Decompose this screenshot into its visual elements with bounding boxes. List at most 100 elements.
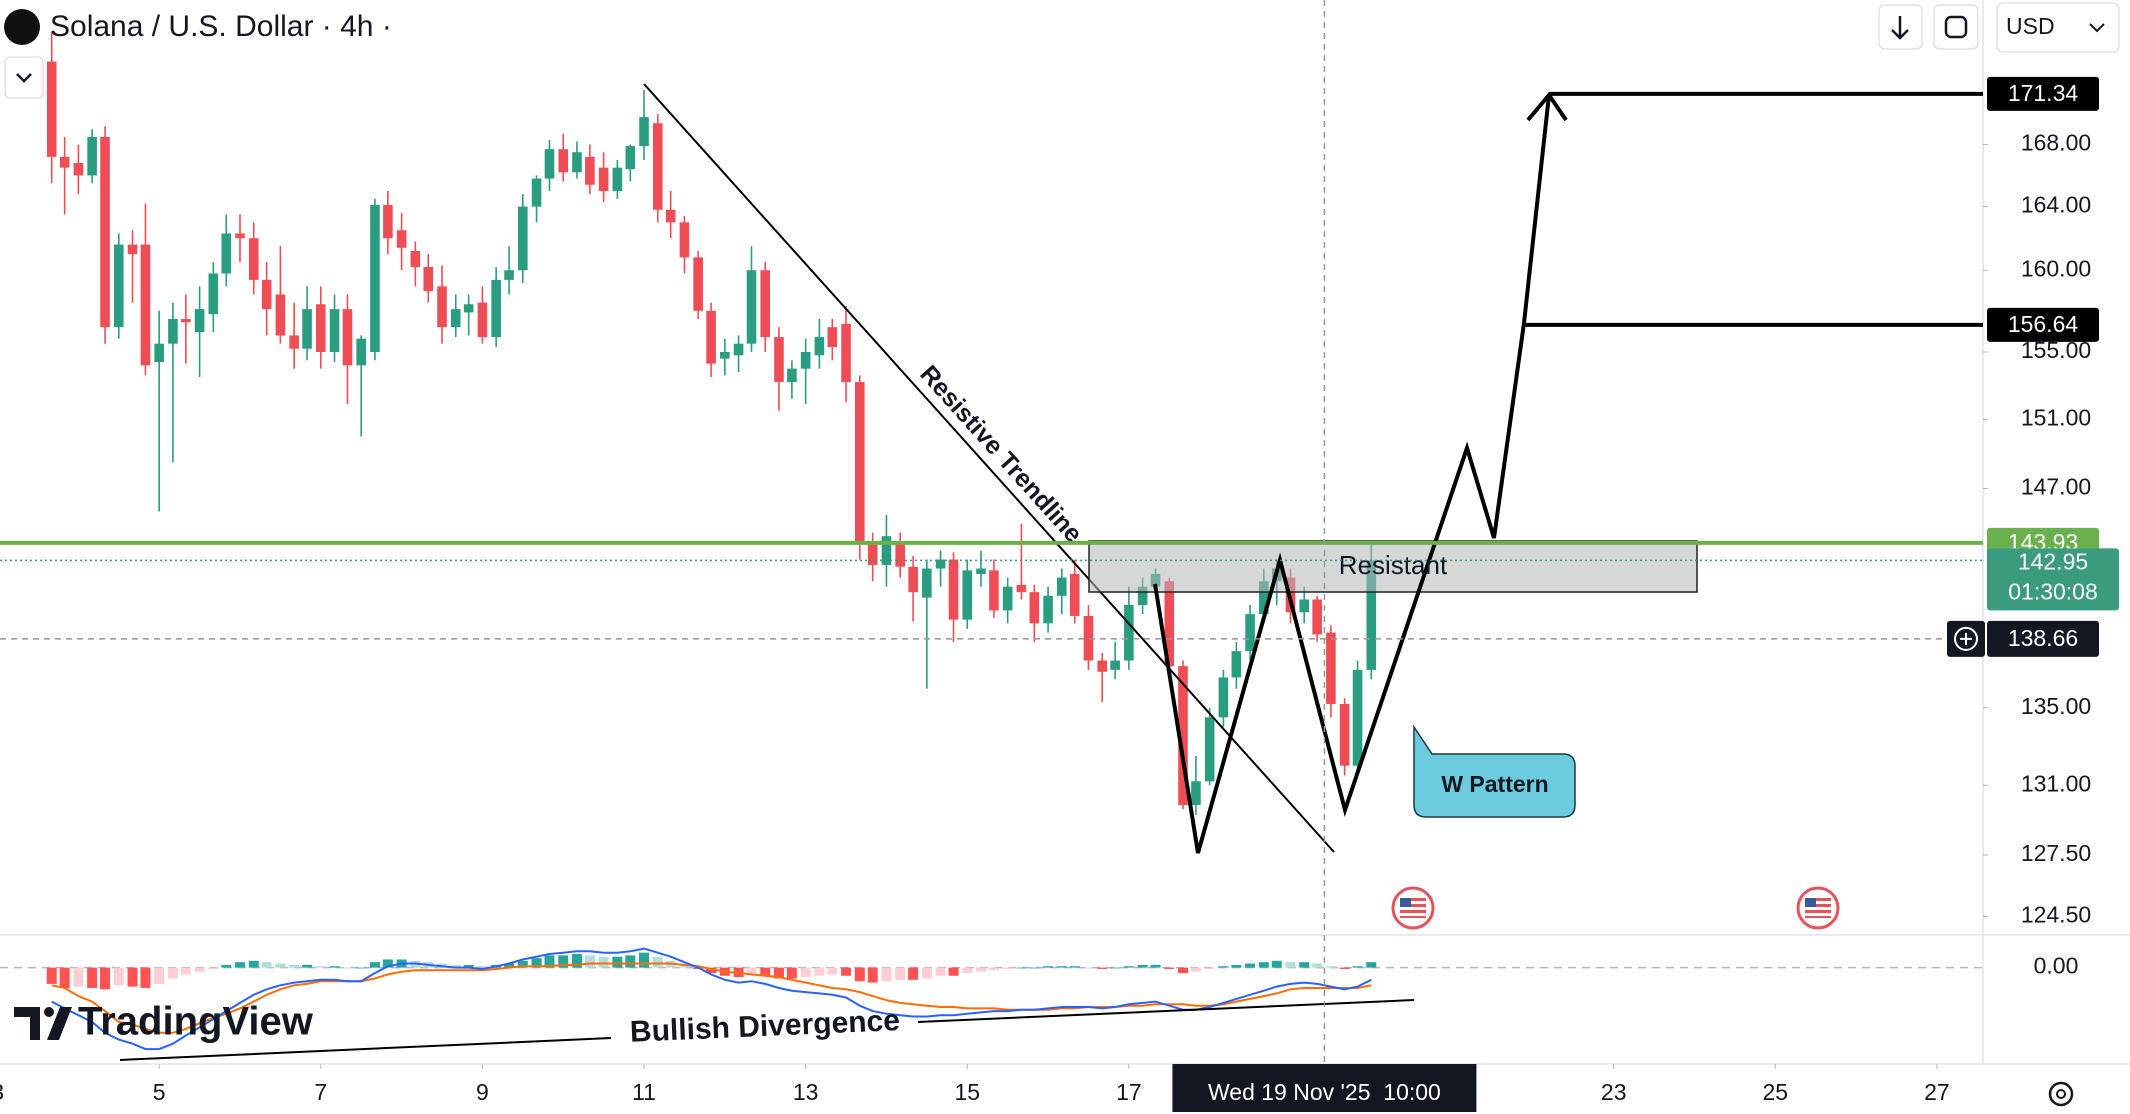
crosshair-price-box	[1987, 620, 2099, 657]
candle-body	[612, 167, 623, 191]
candle-body	[746, 270, 757, 344]
histogram-bar	[463, 964, 474, 968]
y-tick-label: 151.00	[2021, 404, 2091, 430]
histogram-bar	[1285, 962, 1296, 968]
histogram-bar	[652, 956, 663, 968]
candle-body	[437, 286, 447, 328]
histogram-bar	[1083, 967, 1094, 969]
histogram-bar	[558, 955, 569, 968]
watermark: TradingView	[78, 1000, 314, 1044]
currency-button[interactable]	[1996, 2, 2120, 53]
candle-body	[87, 136, 97, 176]
callout-label: W Pattern	[1441, 771, 1548, 797]
candle-body	[895, 541, 905, 567]
candle-body	[841, 323, 851, 383]
candle-body	[625, 146, 636, 170]
histogram-bar	[867, 967, 878, 983]
candle-body	[261, 279, 272, 310]
settings-button[interactable]	[2048, 1081, 2074, 1107]
y-tick-label: 168.00	[2021, 130, 2091, 156]
histogram-bar	[814, 967, 825, 976]
histogram-bar	[194, 967, 205, 972]
fullscreen-button[interactable]	[1933, 4, 1979, 50]
settings-icon	[2056, 1089, 2066, 1099]
histogram-bar	[948, 967, 959, 976]
histogram-bar	[584, 955, 595, 968]
candle-body	[585, 156, 595, 185]
candle-body	[948, 559, 959, 620]
histogram-bar	[962, 967, 973, 974]
collapse-button[interactable]	[4, 56, 44, 99]
candle-body	[1366, 560, 1377, 670]
plus-icon	[1954, 626, 1978, 651]
histogram-bar	[73, 967, 84, 987]
histogram-bar	[46, 967, 57, 984]
histogram-bar	[180, 967, 191, 975]
candle-body	[356, 338, 367, 366]
candle-body	[1043, 595, 1053, 624]
histogram-bar	[302, 964, 313, 968]
histogram-bar	[315, 966, 326, 968]
histogram-bar	[800, 967, 811, 978]
histogram-bar	[612, 956, 623, 968]
candle-body	[504, 270, 514, 280]
drawings	[119, 83, 1698, 1061]
x-tick-label: 7	[314, 1079, 327, 1105]
y-tick-label: 131.00	[2021, 770, 2091, 796]
histogram-bar	[248, 960, 259, 968]
y-tick-label: 135.00	[2021, 693, 2091, 719]
y-tick-label: 124.50	[2021, 901, 2091, 927]
histogram-bar	[975, 967, 986, 972]
histogram-bar	[544, 955, 555, 968]
candle-body	[410, 250, 421, 268]
candle-body	[370, 205, 380, 352]
resistance-zone	[1088, 540, 1698, 593]
event-flag	[1796, 886, 1840, 930]
candle-body	[113, 244, 124, 328]
histogram-bar	[167, 967, 178, 979]
candle-body	[1097, 660, 1108, 672]
chevron-icon	[2089, 23, 2105, 33]
histogram-bar	[1110, 967, 1121, 969]
histogram-bar	[1366, 962, 1377, 968]
y-tick-label: 127.50	[2021, 840, 2091, 866]
candle-body	[316, 304, 326, 352]
histogram-bar	[382, 959, 393, 968]
candle-body	[679, 222, 690, 258]
candle-body	[1124, 604, 1134, 661]
candle-body	[706, 310, 716, 364]
candle-body	[477, 302, 488, 338]
chart-title: Solana / U.S. Dollar · 4h ·	[50, 10, 392, 43]
y-tick-label: 147.00	[2021, 474, 2091, 500]
histogram-bar	[154, 967, 165, 984]
candle-body	[1231, 651, 1242, 678]
candle-body	[235, 233, 245, 239]
histogram-bar	[1190, 967, 1201, 972]
candle-body	[423, 267, 434, 292]
histogram-bar	[517, 960, 528, 968]
candle-body	[46, 61, 57, 157]
x-tick-label: 25	[1763, 1079, 1789, 1105]
candle-body	[302, 309, 312, 349]
histogram-bar	[1016, 967, 1027, 969]
divergence-line	[917, 999, 1415, 1023]
candle-body	[854, 382, 865, 542]
x-tick-label: 23	[1601, 1079, 1627, 1105]
symbol-logo	[14, 18, 30, 36]
histogram-bar	[1352, 966, 1363, 968]
candle-body	[1137, 586, 1148, 605]
histogram-bar	[140, 967, 151, 988]
histogram-bar	[571, 954, 582, 968]
histogram-bar	[1299, 962, 1310, 968]
candle-body	[1312, 599, 1322, 635]
histogram-bar	[87, 967, 98, 988]
candle-body	[558, 149, 569, 173]
plus-icon	[1960, 632, 1972, 645]
histogram-bar	[234, 962, 245, 968]
countdown-label: 01:30:08	[2008, 578, 2098, 604]
callout	[1413, 724, 1576, 818]
histogram-bar	[289, 964, 300, 968]
candle-body	[935, 559, 946, 569]
